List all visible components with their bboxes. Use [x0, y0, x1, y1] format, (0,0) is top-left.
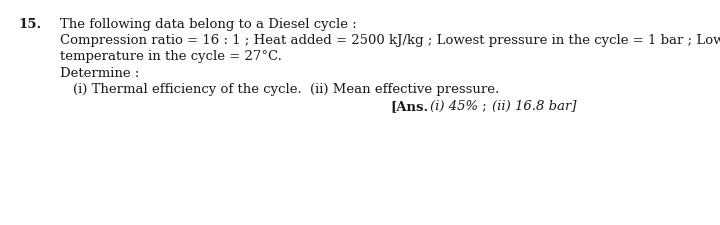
Text: The following data belong to a Diesel cycle :: The following data belong to a Diesel cy… [60, 18, 356, 31]
Text: (ii) Mean effective pressure.: (ii) Mean effective pressure. [310, 83, 499, 96]
Text: ;: ; [478, 100, 487, 113]
Text: (ii) 16.8 bar]: (ii) 16.8 bar] [492, 100, 577, 113]
Text: 15.: 15. [18, 18, 41, 31]
Text: Determine :: Determine : [60, 67, 140, 80]
Text: Compression ratio = 16 : 1 ; Heat added = 2500 kJ/kg ; Lowest pressure in the cy: Compression ratio = 16 : 1 ; Heat added … [60, 34, 720, 47]
Text: temperature in the cycle = 27°C.: temperature in the cycle = 27°C. [60, 50, 282, 63]
Text: [Ans.: [Ans. [390, 100, 428, 113]
Text: (i) 45%: (i) 45% [430, 100, 478, 113]
Text: (i) Thermal efficiency of the cycle.: (i) Thermal efficiency of the cycle. [73, 83, 302, 96]
